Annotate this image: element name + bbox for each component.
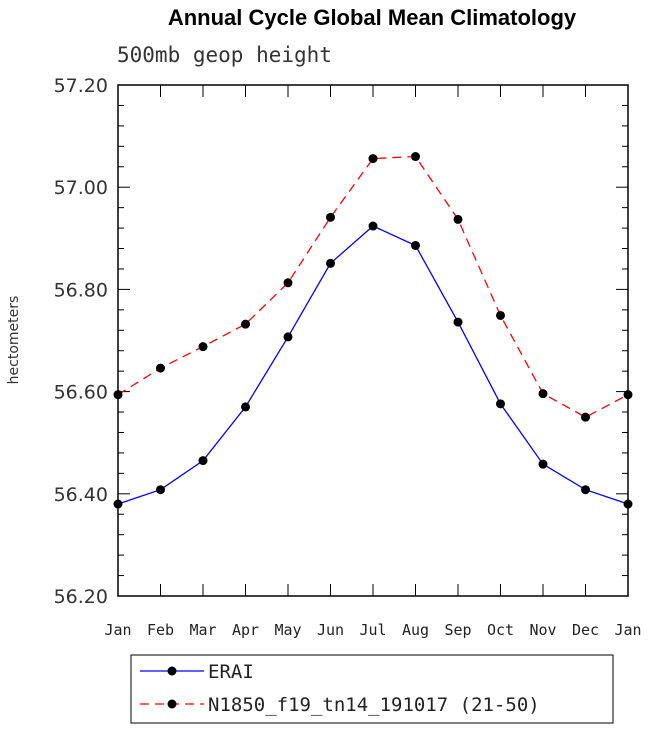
x-tick-label: Jan (614, 621, 641, 639)
x-tick-label: Aug (402, 621, 429, 639)
x-tick-label: Oct (487, 621, 514, 639)
legend: ERAI N1850_f19_tn14_191017 (21-50) (130, 654, 614, 724)
x-tick-label: Apr (232, 621, 259, 639)
y-tick-label: 56.40 (54, 484, 108, 506)
series-0-point (623, 499, 633, 509)
series-1-point (623, 390, 633, 400)
x-tick-label: Jun (317, 621, 344, 639)
series-1-point (326, 212, 335, 222)
series-0-point (113, 499, 123, 509)
y-tick-label: 56.80 (54, 279, 108, 301)
x-tick-label: Sep (444, 621, 471, 639)
series-1-point (368, 154, 378, 164)
x-tick-label: May (274, 621, 301, 639)
chart-title: Annual Cycle Global Mean Climatology (168, 5, 577, 30)
series-1-point (538, 389, 548, 399)
series-0-point (581, 485, 590, 495)
series-0-point (496, 399, 505, 409)
series-0-point (411, 240, 420, 250)
series-0-point (453, 317, 463, 327)
y-tick-labels: 56.20 56.40 56.60 56.80 57.00 57.20 (54, 75, 108, 608)
series-1-point (581, 412, 590, 422)
series-1-point (283, 278, 293, 288)
series-1-point (496, 310, 505, 320)
series-0-point (241, 402, 250, 412)
x-tick-label: Jan (104, 621, 131, 639)
x-tick-label: Feb (147, 621, 174, 639)
series-layer (113, 152, 633, 509)
plot-frame (117, 84, 629, 597)
series-1-point (411, 152, 420, 162)
y-axis-label: hectometers (6, 296, 22, 385)
series-0-point (283, 332, 293, 342)
x-tick-labels: Jan Feb Mar Apr May Jun Jul Aug Sep Oct Nov Dec Jan (104, 621, 641, 639)
y-tick-label: 57.20 (54, 75, 108, 97)
series-1-point (156, 363, 165, 373)
series-0-point (368, 221, 378, 231)
series-line-0 (117, 225, 629, 505)
legend-marker-n1850 (167, 699, 177, 709)
y-tick-label: 56.60 (54, 382, 108, 404)
series-1-point (241, 319, 250, 329)
x-tick-label: Nov (529, 621, 556, 639)
y-tick-label: 56.20 (54, 586, 108, 608)
series-0-point (326, 258, 335, 268)
series-1-point (453, 214, 463, 224)
series-0-point (198, 456, 208, 466)
y-tick-label: 57.00 (54, 177, 108, 199)
x-tick-label: Jul (359, 621, 386, 639)
legend-box (130, 654, 614, 724)
legend-marker-erai (167, 666, 177, 676)
x-tick-label: Mar (189, 621, 216, 639)
legend-label-erai: ERAI (208, 661, 254, 683)
chart-subtitle: 500mb geop height (117, 43, 332, 67)
legend-label-n1850: N1850_f19_tn14_191017 (21-50) (208, 694, 540, 716)
series-1-point (113, 390, 123, 400)
series-0-point (538, 459, 548, 469)
series-1-point (198, 342, 208, 352)
series-line-1 (117, 155, 629, 418)
series-0-point (156, 485, 165, 495)
x-tick-label: Dec (572, 621, 599, 639)
